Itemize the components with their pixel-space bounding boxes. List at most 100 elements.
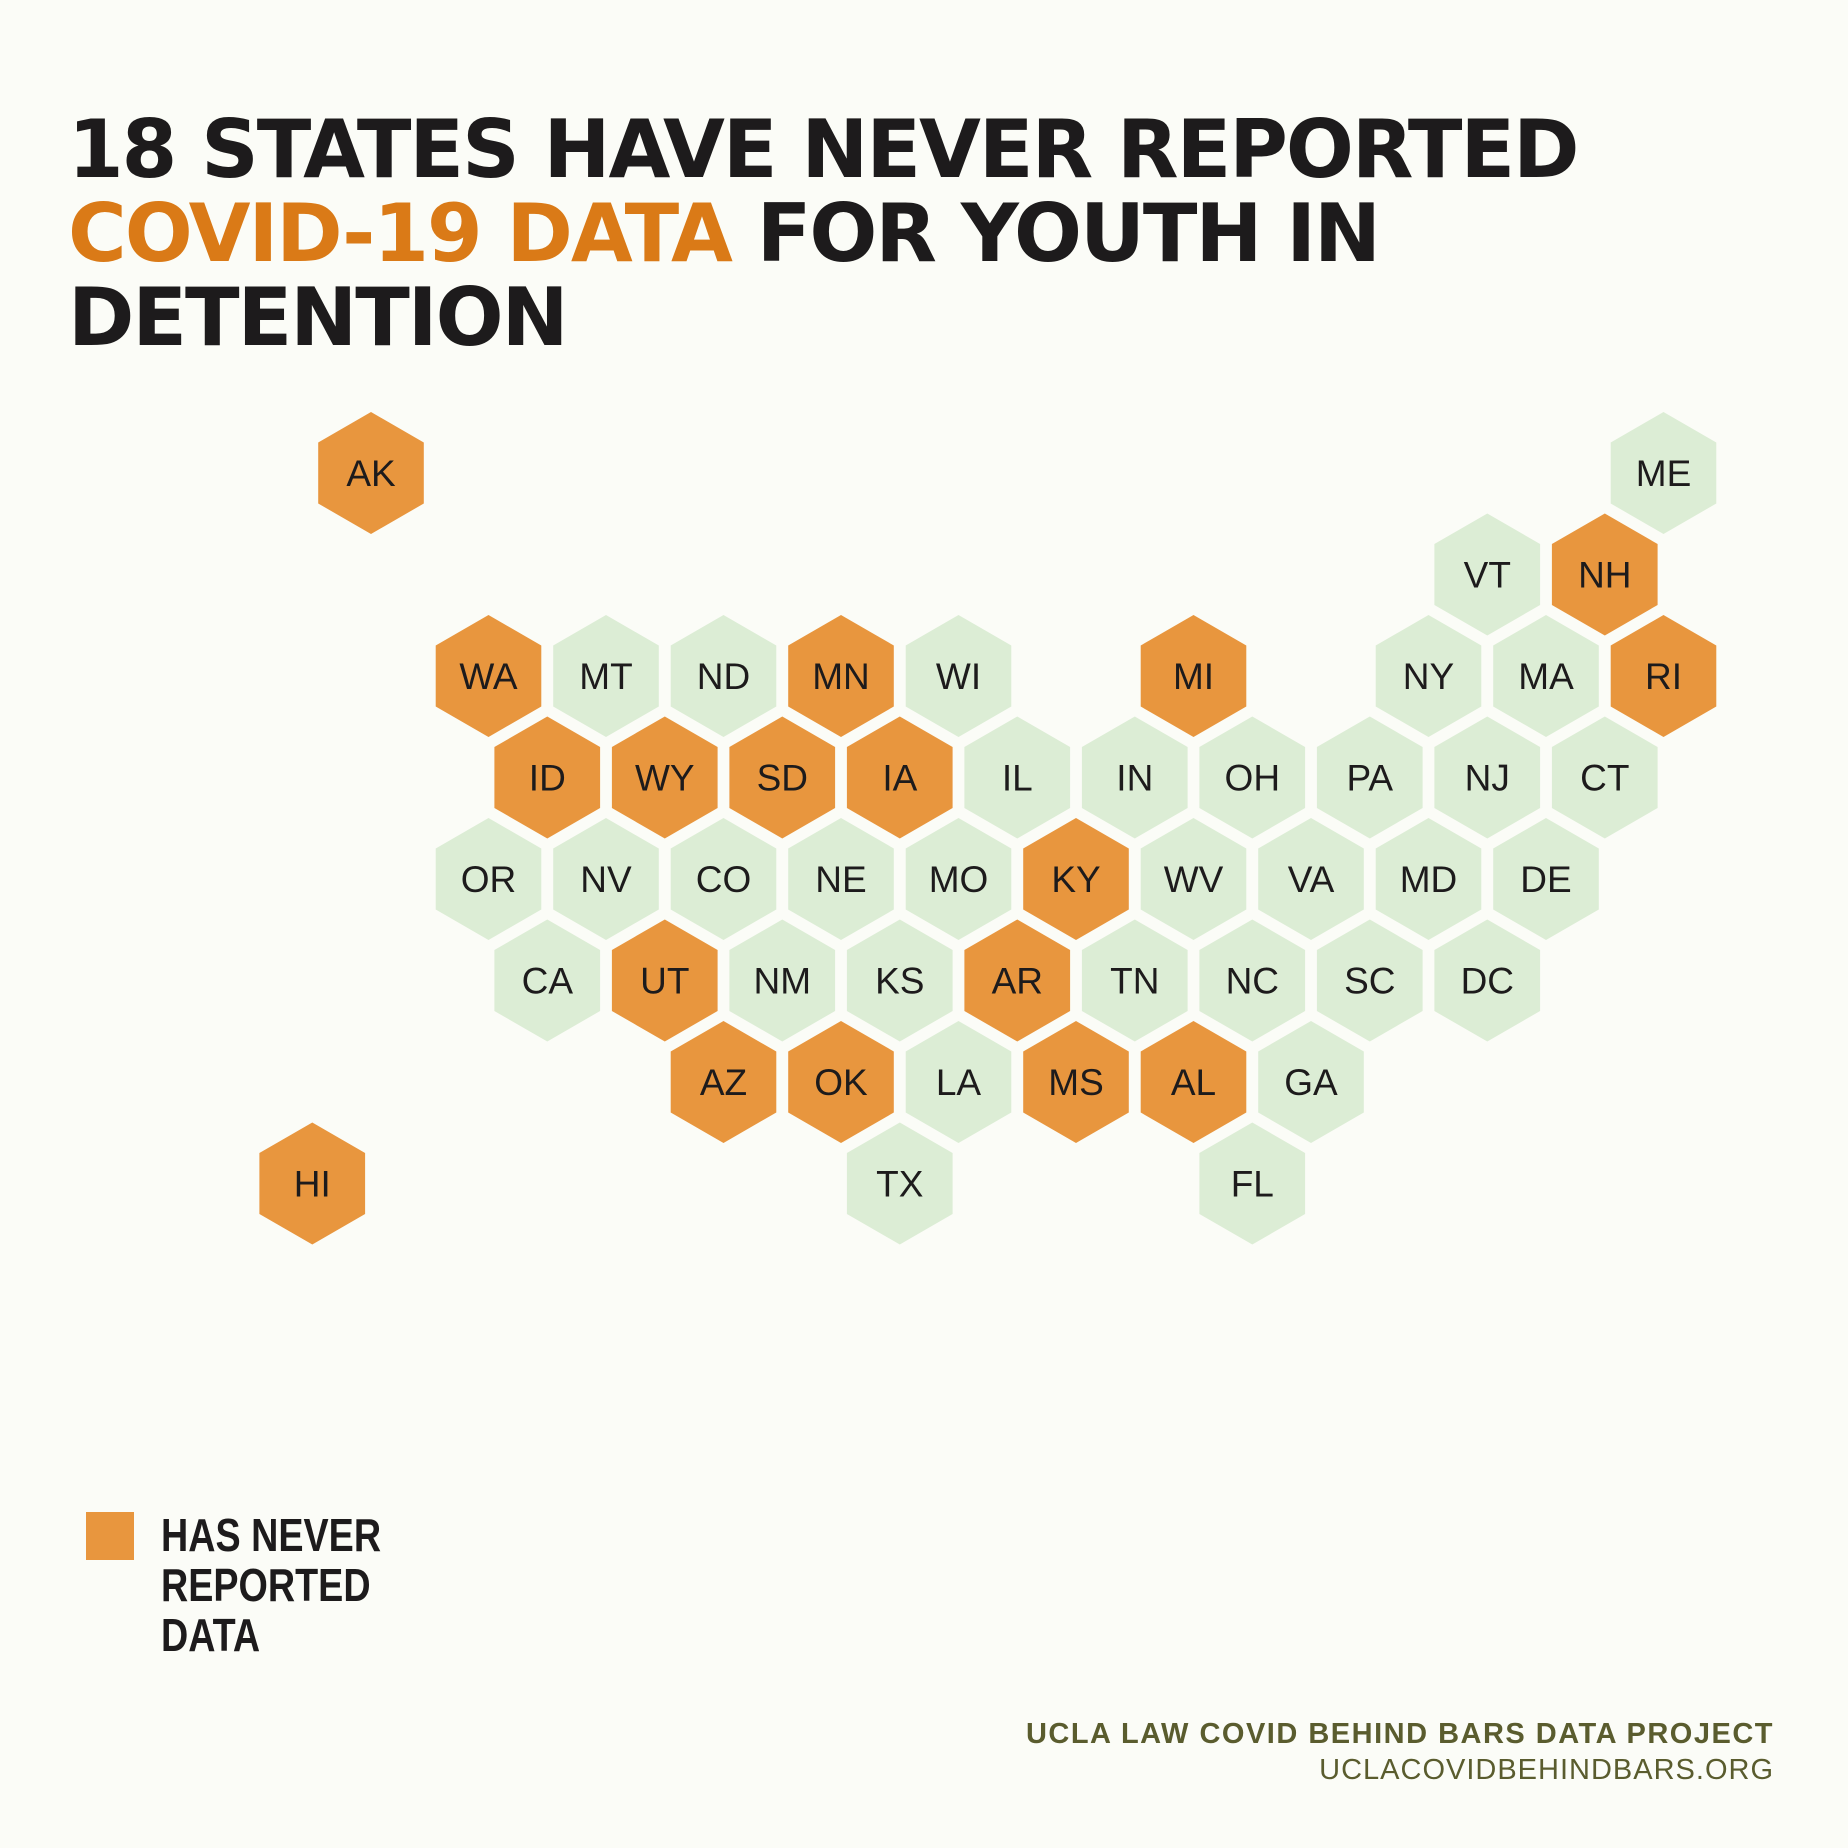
state-hex-shape — [1023, 818, 1129, 940]
state-label: UT — [640, 961, 689, 1002]
state-hex-or: OR — [435, 818, 542, 940]
state-hex-ut: UT — [611, 919, 718, 1042]
state-hex-shape — [553, 615, 659, 737]
state-hex-shape — [905, 1021, 1012, 1143]
state-label: NJ — [1465, 758, 1510, 799]
state-hex-shape — [670, 818, 777, 940]
state-hex-ma: MA — [1493, 615, 1599, 737]
state-hex-shape — [1081, 716, 1188, 839]
state-label: TN — [1110, 961, 1159, 1002]
state-label: NE — [815, 859, 866, 900]
state-hex-nh: NH — [1551, 513, 1658, 636]
state-label: OK — [814, 1062, 868, 1103]
title-part-2: For Youth In Detention — [68, 187, 1381, 364]
state-hex-shape — [729, 716, 836, 839]
state-label: PA — [1346, 758, 1393, 799]
state-label: KY — [1051, 859, 1100, 900]
state-hex-ny: NY — [1375, 615, 1482, 737]
state-label: SD — [757, 758, 808, 799]
state-hex-shape — [846, 1122, 953, 1245]
state-label: HI — [294, 1164, 331, 1205]
state-label: MI — [1173, 656, 1214, 697]
state-hex-shape — [1493, 615, 1599, 737]
state-label: CT — [1580, 758, 1629, 799]
state-label: DC — [1461, 961, 1514, 1002]
state-hex-shape — [1316, 716, 1423, 839]
state-hex-shape — [611, 919, 718, 1042]
state-hex-mn: MN — [788, 615, 894, 737]
state-hex-shape — [1434, 919, 1541, 1042]
state-hex-ms: MS — [1023, 1021, 1129, 1143]
state-hex-wa: WA — [435, 615, 542, 737]
state-hex-id: ID — [494, 716, 601, 839]
state-hex-ga: GA — [1258, 1021, 1364, 1143]
state-hex-co: CO — [670, 818, 777, 940]
state-hex-me: ME — [1610, 412, 1717, 534]
state-hex-nj: NJ — [1434, 716, 1541, 839]
state-hex-nc: NC — [1199, 919, 1306, 1042]
state-hex-pa: PA — [1316, 716, 1423, 839]
state-hex-nv: NV — [553, 818, 659, 940]
state-hex-shape — [1551, 513, 1658, 636]
state-label: RI — [1645, 656, 1682, 697]
state-hex-nm: NM — [729, 919, 836, 1042]
state-label: OH — [1225, 758, 1281, 799]
state-label: AK — [346, 453, 396, 494]
state-hex-in: IN — [1081, 716, 1188, 839]
state-hex-shape — [788, 1021, 894, 1143]
state-label: NM — [754, 961, 812, 1002]
state-hex-shape — [1140, 1021, 1247, 1143]
state-label: IA — [882, 758, 917, 799]
state-hex-tn: TN — [1081, 919, 1188, 1042]
state-hex-shape — [1493, 818, 1599, 940]
state-hex-shape — [494, 919, 601, 1042]
state-hex-tx: TX — [846, 1122, 953, 1245]
state-hex-shape — [846, 716, 953, 839]
state-label: VA — [1288, 859, 1335, 900]
state-hex-mi: MI — [1140, 615, 1247, 737]
title-part-1: 18 States Have Never Reported — [68, 103, 1580, 196]
state-hex-shape — [1551, 716, 1658, 839]
state-hex-va: VA — [1258, 818, 1364, 940]
state-hex-shape — [611, 716, 718, 839]
state-hex-ks: KS — [846, 919, 953, 1042]
state-label: WI — [936, 656, 981, 697]
state-label: FL — [1231, 1164, 1274, 1205]
state-hex-shape — [1375, 615, 1482, 737]
state-label: ID — [529, 758, 566, 799]
state-hex-shape — [494, 716, 601, 839]
state-label: IN — [1116, 758, 1153, 799]
legend-swatch-never-reported — [86, 1512, 134, 1560]
state-label: WY — [635, 758, 695, 799]
state-hex-al: AL — [1140, 1021, 1247, 1143]
footer-org-name: UCLA LAW COVID BEHIND BARS DATA PROJECT — [1025, 1718, 1774, 1750]
state-hex-hi: HI — [259, 1122, 366, 1245]
state-label: GA — [1284, 1062, 1338, 1103]
state-label: KS — [875, 961, 924, 1002]
state-hex-shape — [435, 615, 542, 737]
state-label: NV — [580, 859, 632, 900]
state-hex-shape — [1199, 919, 1306, 1042]
state-label: MO — [929, 859, 989, 900]
state-label: CA — [522, 961, 574, 1002]
state-hex-shape — [318, 412, 424, 534]
state-hex-shape — [1199, 1122, 1306, 1245]
title-highlight: COVID-19 Data — [68, 187, 733, 280]
state-hex-sd: SD — [729, 716, 836, 839]
state-label: AL — [1171, 1062, 1216, 1103]
state-label: VT — [1464, 555, 1511, 596]
map-legend: Has never reported data — [86, 1510, 541, 1660]
state-label: MA — [1518, 656, 1574, 697]
state-hex-fl: FL — [1199, 1122, 1306, 1245]
state-hex-shape — [729, 919, 836, 1042]
state-hex-shape — [1023, 1021, 1129, 1143]
state-label: MT — [579, 656, 632, 697]
state-label: NY — [1403, 656, 1454, 697]
state-hex-shape — [1434, 716, 1541, 839]
state-hex-shape — [1199, 716, 1306, 839]
state-label: ME — [1636, 453, 1692, 494]
footer-credit: UCLA LAW COVID BEHIND BARS DATA PROJECT … — [1026, 1716, 1774, 1788]
state-hex-shape — [1258, 818, 1364, 940]
state-hex-shape — [1375, 818, 1482, 940]
state-hex-shape — [259, 1122, 366, 1245]
